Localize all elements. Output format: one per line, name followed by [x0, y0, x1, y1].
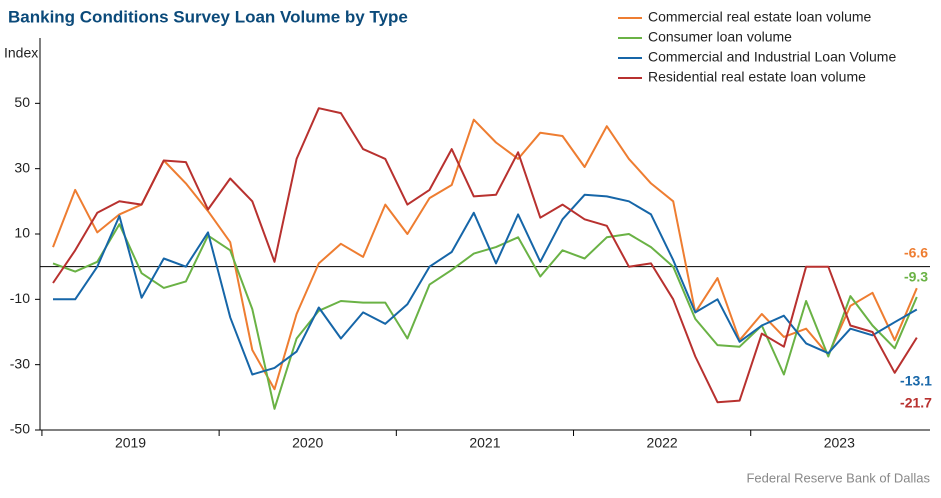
y-tick-label: 10 — [14, 225, 30, 241]
y-axis-label: Index — [4, 45, 38, 61]
series-line — [53, 193, 918, 376]
end-label: -13.1 — [900, 373, 932, 389]
legend-label: Consumer loan volume — [648, 29, 792, 45]
x-tick-label: 2022 — [647, 435, 678, 451]
end-label: -21.7 — [900, 395, 932, 411]
x-tick-label: 2019 — [115, 435, 146, 451]
legend-label: Commercial and Industrial Loan Volume — [648, 49, 896, 65]
y-tick-label: 30 — [14, 159, 30, 175]
chart-title: Banking Conditions Survey Loan Volume by… — [8, 7, 408, 26]
series-line — [52, 223, 918, 410]
source: Federal Reserve Bank of Dallas — [746, 470, 930, 485]
y-tick-label: 50 — [14, 94, 30, 110]
legend-label: Residential real estate loan volume — [648, 69, 866, 85]
end-label: -6.6 — [904, 245, 928, 261]
y-tick-label: -30 — [10, 355, 30, 371]
series-line — [52, 118, 918, 391]
series-line — [52, 107, 918, 404]
legend-label: Commercial real estate loan volume — [648, 9, 872, 25]
end-label: -9.3 — [904, 269, 928, 285]
x-tick-label: 2023 — [824, 435, 855, 451]
x-tick-label: 2021 — [469, 435, 500, 451]
y-tick-label: -50 — [10, 421, 30, 437]
x-tick-label: 2020 — [292, 435, 323, 451]
y-tick-label: -10 — [10, 290, 30, 306]
